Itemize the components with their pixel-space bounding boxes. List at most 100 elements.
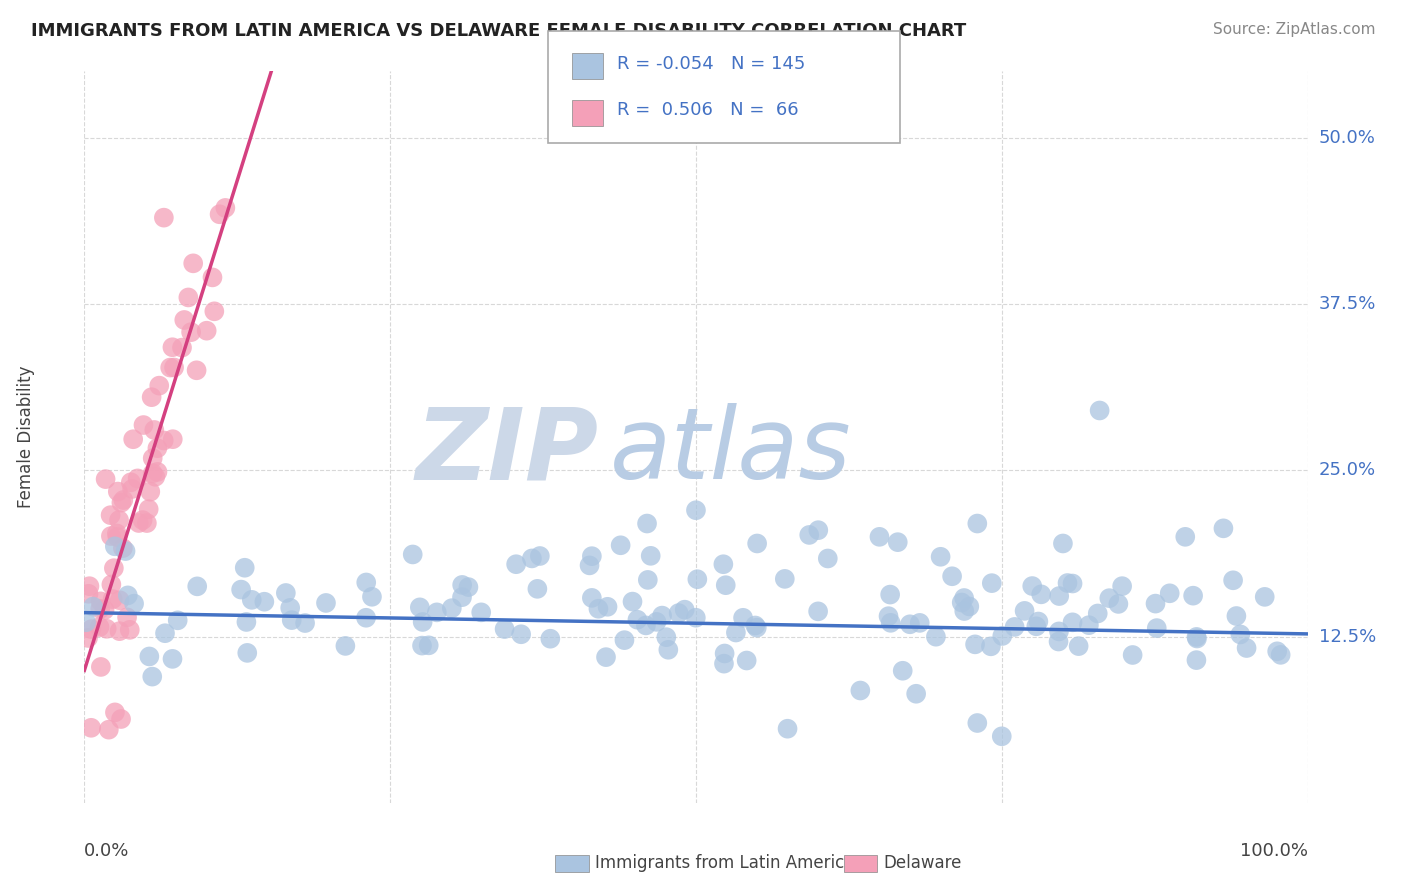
Point bbox=[108, 624, 131, 639]
Point bbox=[146, 465, 169, 479]
Point bbox=[1144, 597, 1167, 611]
Point bbox=[1077, 618, 1099, 632]
Point bbox=[1174, 530, 1197, 544]
Point bbox=[186, 363, 208, 377]
Point bbox=[132, 418, 155, 433]
Point bbox=[457, 580, 479, 594]
Point bbox=[634, 618, 657, 632]
Point bbox=[111, 541, 134, 555]
Point bbox=[1265, 644, 1288, 658]
Point bbox=[143, 469, 166, 483]
Point bbox=[90, 594, 112, 608]
Point bbox=[107, 530, 129, 544]
Point bbox=[807, 523, 830, 537]
Point bbox=[138, 502, 160, 516]
Point bbox=[170, 341, 193, 355]
Point bbox=[510, 627, 533, 641]
Point bbox=[162, 432, 184, 446]
Point bbox=[581, 549, 603, 564]
Point bbox=[744, 618, 766, 632]
Point bbox=[180, 325, 202, 339]
Point bbox=[613, 633, 636, 648]
Point bbox=[686, 572, 709, 586]
Point bbox=[96, 622, 118, 636]
Point bbox=[354, 611, 377, 625]
Point bbox=[214, 201, 236, 215]
Point bbox=[1025, 619, 1047, 633]
Point bbox=[526, 582, 548, 596]
Point bbox=[711, 558, 734, 572]
Point bbox=[127, 471, 149, 485]
Point bbox=[138, 649, 160, 664]
Point bbox=[82, 599, 104, 614]
Point bbox=[1185, 632, 1208, 646]
Point bbox=[1087, 607, 1109, 621]
Point bbox=[626, 613, 648, 627]
Point bbox=[776, 722, 799, 736]
Point bbox=[131, 513, 153, 527]
Point bbox=[139, 484, 162, 499]
Point bbox=[655, 630, 678, 644]
Point bbox=[79, 579, 101, 593]
Point bbox=[953, 604, 976, 618]
Point bbox=[173, 313, 195, 327]
Point bbox=[1031, 587, 1053, 601]
Point bbox=[520, 551, 543, 566]
Point bbox=[77, 631, 100, 645]
Point bbox=[747, 536, 769, 550]
Point bbox=[75, 615, 97, 630]
Point bbox=[713, 647, 735, 661]
Point bbox=[115, 610, 138, 624]
Point bbox=[1159, 586, 1181, 600]
Point bbox=[253, 595, 276, 609]
Point bbox=[89, 620, 111, 634]
Point bbox=[335, 639, 357, 653]
Point bbox=[745, 621, 768, 635]
Point bbox=[494, 622, 516, 636]
Point bbox=[668, 606, 690, 620]
Point bbox=[714, 578, 737, 592]
Point bbox=[294, 615, 316, 630]
Point bbox=[104, 706, 127, 720]
Point bbox=[636, 516, 658, 531]
Text: ZIP: ZIP bbox=[415, 403, 598, 500]
Point bbox=[1047, 624, 1070, 639]
Point bbox=[142, 451, 165, 466]
Point bbox=[505, 558, 527, 572]
Text: 0.0%: 0.0% bbox=[84, 842, 129, 860]
Point bbox=[89, 602, 111, 616]
Point bbox=[202, 304, 225, 318]
Point bbox=[621, 594, 644, 608]
Point bbox=[315, 596, 337, 610]
Point bbox=[1047, 634, 1070, 648]
Point bbox=[162, 340, 184, 354]
Point bbox=[195, 324, 218, 338]
Text: R =  0.506   N =  66: R = 0.506 N = 66 bbox=[617, 101, 799, 119]
Text: Source: ZipAtlas.com: Source: ZipAtlas.com bbox=[1212, 22, 1375, 37]
Point bbox=[1222, 574, 1244, 588]
Point bbox=[208, 207, 231, 221]
Point bbox=[651, 608, 673, 623]
Point bbox=[529, 549, 551, 563]
Point bbox=[153, 211, 176, 225]
Point bbox=[657, 642, 679, 657]
Point bbox=[1107, 597, 1129, 611]
Point bbox=[898, 617, 921, 632]
Point bbox=[181, 256, 204, 270]
Point bbox=[1122, 648, 1144, 662]
Point bbox=[735, 653, 758, 667]
Point bbox=[799, 528, 821, 542]
Point bbox=[426, 605, 449, 619]
Point bbox=[107, 484, 129, 499]
Point bbox=[470, 605, 492, 619]
Point bbox=[451, 590, 474, 604]
Point bbox=[1182, 589, 1205, 603]
Point bbox=[1254, 590, 1277, 604]
Point bbox=[1021, 579, 1043, 593]
Point bbox=[817, 551, 839, 566]
Point bbox=[177, 290, 200, 304]
Point bbox=[950, 595, 973, 609]
Point bbox=[80, 622, 103, 636]
Point bbox=[100, 508, 122, 523]
Point bbox=[807, 604, 830, 618]
